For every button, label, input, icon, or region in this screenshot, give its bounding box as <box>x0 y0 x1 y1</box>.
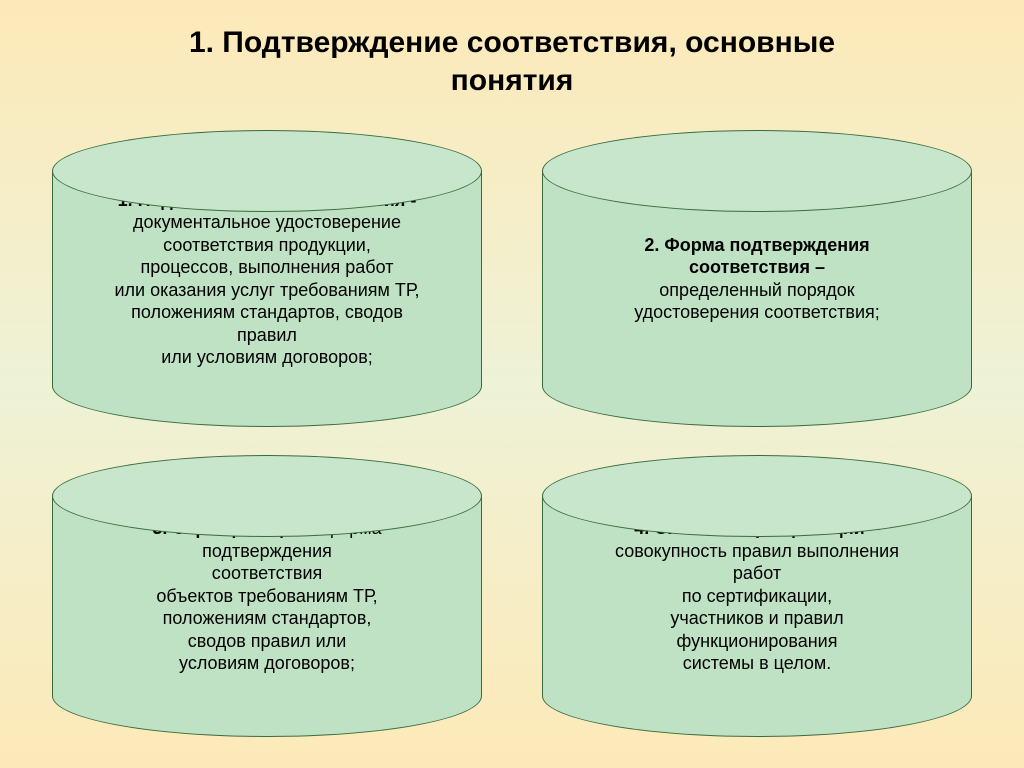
concept-2: 2. Форма подтверждениясоответствия –опре… <box>542 130 972 427</box>
concept-title: 2. Форма подтверждениясоответствия – <box>644 235 869 278</box>
concept-body: определенный порядокудостоверения соотве… <box>634 280 880 323</box>
cylinder-top <box>542 455 972 537</box>
concept-body: документальное удостоверениесоответствия… <box>114 212 419 367</box>
cylinder-text: 2. Форма подтверждениясоответствия –опре… <box>561 234 953 324</box>
concept-body: формаподтверждениясоответствияобъектов т… <box>156 518 381 673</box>
cylinder-text: 4. Система сертификации –совокупность пр… <box>561 517 953 675</box>
cylinder-top <box>52 130 482 212</box>
cylinder-text: 3. Сертификация – формаподтверждениясоот… <box>71 517 463 675</box>
concept-4: 4. Система сертификации –совокупность пр… <box>542 455 972 737</box>
cylinder-text: 1. Подтверждение соответствия -документа… <box>71 189 463 369</box>
concept-body: совокупность правил выполненияработпо се… <box>615 541 899 674</box>
slide: 1. Подтверждение соответствия, основныеп… <box>0 0 1024 768</box>
slide-title: 1. Подтверждение соответствия, основныеп… <box>0 0 1024 99</box>
concept-3: 3. Сертификация – формаподтверждениясоот… <box>52 455 482 737</box>
concept-1: 1. Подтверждение соответствия -документа… <box>52 130 482 427</box>
cylinder-top <box>542 130 972 212</box>
cylinder-top <box>52 455 482 537</box>
cylinder-grid: 1. Подтверждение соответствия -документа… <box>0 130 1024 737</box>
